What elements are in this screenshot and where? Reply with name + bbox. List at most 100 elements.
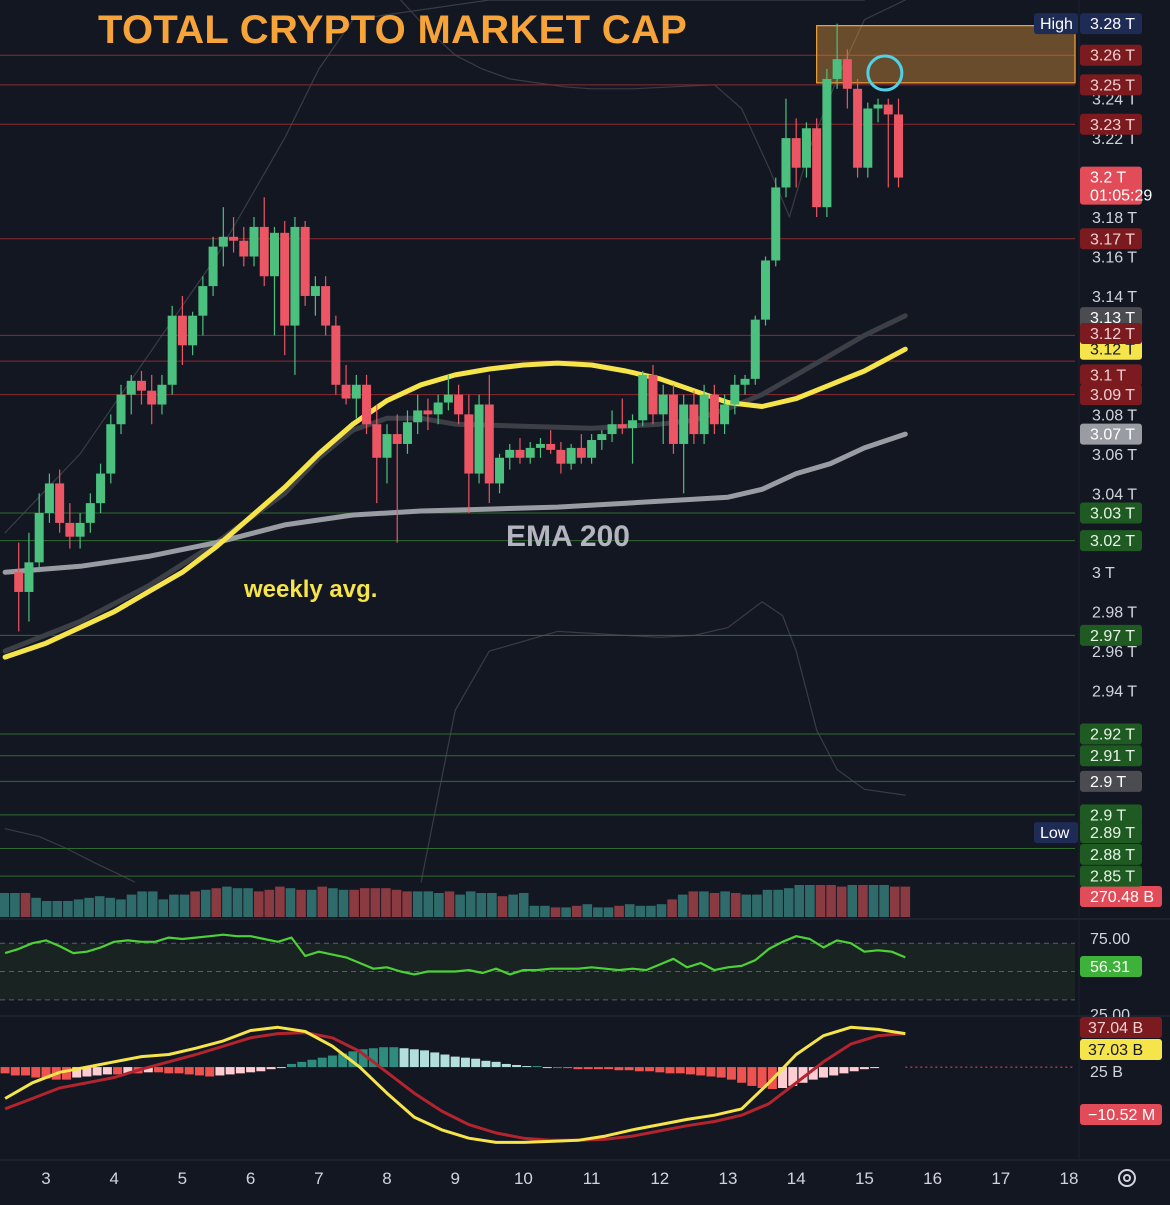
candle[interactable] (341, 384, 351, 399)
candle[interactable] (310, 286, 320, 296)
candle[interactable] (55, 483, 65, 523)
candle[interactable] (668, 394, 678, 444)
candle[interactable] (280, 232, 290, 326)
candle[interactable] (791, 138, 801, 168)
candle[interactable] (454, 394, 464, 415)
volume-bar (253, 891, 264, 917)
candle[interactable] (382, 434, 392, 458)
candle[interactable] (832, 59, 842, 79)
candle[interactable] (495, 457, 505, 484)
candle[interactable] (894, 114, 903, 178)
candle[interactable] (709, 394, 719, 425)
candle[interactable] (433, 402, 443, 415)
candle[interactable] (566, 447, 576, 464)
candle[interactable] (464, 414, 474, 474)
candle[interactable] (720, 404, 730, 425)
candle[interactable] (362, 384, 372, 425)
candle[interactable] (607, 424, 617, 435)
candle[interactable] (229, 236, 239, 241)
candle[interactable] (556, 449, 566, 464)
candle[interactable] (484, 404, 494, 484)
candle[interactable] (116, 394, 126, 425)
candle[interactable] (269, 232, 279, 277)
candle[interactable] (658, 394, 668, 415)
candle[interactable] (648, 374, 658, 415)
candle[interactable] (689, 404, 699, 435)
candle[interactable] (546, 443, 556, 450)
candle[interactable] (801, 128, 811, 168)
y-tick-label: 3.24 T (1092, 92, 1137, 109)
candle[interactable] (351, 384, 361, 399)
candle[interactable] (65, 522, 75, 537)
candle[interactable] (679, 404, 689, 444)
candle[interactable] (259, 226, 269, 277)
macd-histogram-bar (512, 1064, 522, 1068)
candle[interactable] (474, 404, 484, 474)
candle[interactable] (239, 240, 249, 257)
candle[interactable] (750, 319, 760, 379)
candle[interactable] (423, 410, 433, 415)
candle[interactable] (883, 104, 893, 115)
candle[interactable] (167, 315, 177, 385)
macd-histogram-bar (276, 1067, 286, 1069)
candle[interactable] (873, 104, 883, 109)
candle[interactable] (331, 325, 341, 385)
candle[interactable] (126, 380, 136, 395)
candle[interactable] (147, 390, 157, 405)
candle[interactable] (781, 138, 791, 188)
candle[interactable] (587, 440, 597, 458)
candle[interactable] (218, 236, 228, 247)
candle[interactable] (443, 394, 453, 403)
volume-layer: 270.48 B (0, 885, 1162, 917)
candle[interactable] (106, 424, 116, 474)
candle[interactable] (853, 88, 863, 168)
candle[interactable] (576, 447, 586, 458)
candle[interactable] (96, 473, 106, 504)
candle[interactable] (505, 449, 515, 458)
candle[interactable] (597, 434, 607, 441)
candle[interactable] (177, 315, 187, 346)
candle[interactable] (525, 447, 535, 458)
candle[interactable] (515, 449, 525, 458)
candle[interactable] (761, 260, 771, 320)
candle[interactable] (208, 246, 218, 287)
candle[interactable] (699, 394, 709, 435)
chart-title: TOTAL CRYPTO MARKET CAP (98, 8, 688, 52)
volume-bar (434, 893, 444, 917)
candle[interactable] (24, 562, 34, 592)
candle[interactable] (822, 78, 832, 208)
candle[interactable] (617, 424, 627, 429)
candle[interactable] (300, 226, 310, 296)
gear-icon[interactable] (1118, 1169, 1136, 1187)
candle[interactable] (413, 410, 423, 423)
candle[interactable] (638, 374, 648, 421)
candle[interactable] (188, 315, 198, 346)
candle[interactable] (402, 422, 412, 444)
candle[interactable] (85, 503, 95, 523)
candle[interactable] (535, 443, 545, 448)
candle[interactable] (812, 128, 822, 208)
candle[interactable] (249, 226, 259, 257)
candles-layer[interactable] (14, 23, 903, 632)
candle[interactable] (290, 226, 300, 326)
candle[interactable] (771, 187, 781, 261)
x-tick-label: 14 (787, 1169, 806, 1188)
candle[interactable] (198, 286, 208, 316)
candle[interactable] (392, 434, 402, 444)
candle[interactable] (740, 378, 750, 385)
candle[interactable] (157, 384, 167, 405)
candle[interactable] (34, 513, 44, 563)
candle[interactable] (136, 380, 146, 391)
candle[interactable] (321, 286, 331, 326)
candle[interactable] (44, 483, 54, 514)
candle[interactable] (75, 522, 85, 537)
candle[interactable] (628, 420, 638, 429)
candle[interactable] (730, 384, 740, 405)
candle[interactable] (863, 108, 873, 168)
macd-histogram-bar (747, 1067, 757, 1086)
candle[interactable] (14, 572, 24, 592)
candle[interactable] (372, 424, 382, 458)
candle[interactable] (842, 59, 852, 89)
macd-histogram-bar (72, 1067, 82, 1078)
